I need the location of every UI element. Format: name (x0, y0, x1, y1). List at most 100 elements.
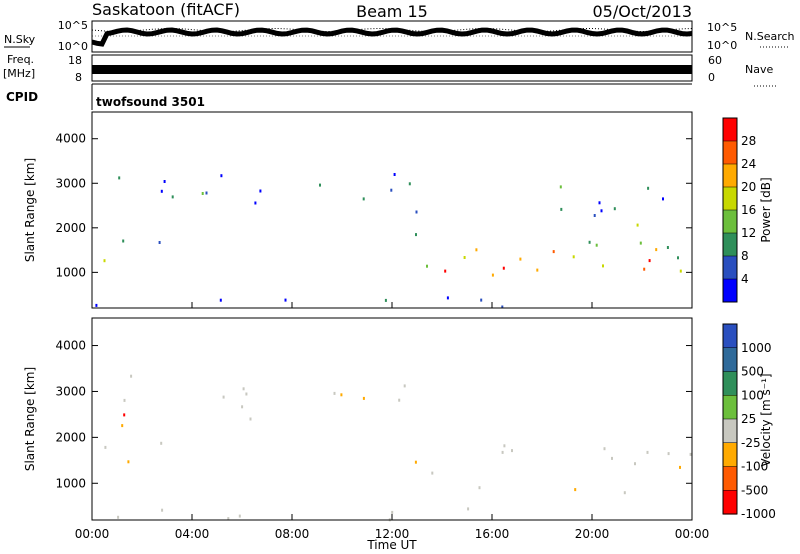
scatter-point (123, 413, 126, 417)
scatter-point (284, 298, 287, 302)
y-tick-label: 4000 (55, 339, 86, 353)
colorbar-segment (723, 279, 737, 303)
scatter-point (588, 240, 591, 244)
nave-tick-bottom: 0 (708, 71, 715, 84)
nsearch-trace (91, 28, 693, 33)
scatter-point (623, 491, 626, 495)
scatter-point (552, 250, 555, 254)
power-colorbar-label: Power [dB] (759, 177, 773, 242)
colorbar-tick-label: -25 (741, 436, 761, 450)
scatter-point (501, 450, 504, 454)
cpid-value: twofsound 3501 (96, 95, 205, 109)
colorbar-segment (723, 233, 737, 257)
scatter-point (158, 241, 161, 244)
y-tick-label: 1000 (55, 265, 86, 279)
colorbar-tick-label: 4 (741, 272, 749, 286)
scatter-point (593, 214, 596, 217)
scatter-point (104, 445, 107, 449)
velocity-panel: 1000 2000 3000 4000 00:00 04:00 08:00 12:00 16:… (23, 317, 776, 552)
colorbar-segment (723, 210, 737, 234)
colorbar-segment (723, 347, 737, 373)
scatter-point (655, 248, 658, 252)
scatter-point (254, 201, 257, 205)
power-y-axis-label: Slant Range [km] (23, 158, 37, 262)
scatter-point (446, 296, 449, 300)
colorbar-segment (723, 442, 737, 468)
nave-label: Nave (745, 63, 773, 76)
colorbar-segment (723, 419, 737, 444)
scatter-point (163, 180, 166, 183)
scatter-point (95, 303, 98, 307)
scatter-point (222, 395, 225, 399)
scatter-point (431, 471, 434, 475)
freq-tick-bottom: 8 (75, 71, 82, 84)
velocity-colorbar: 1000 500 100 25 -25 -100 -500 -1000 (722, 323, 776, 521)
scatter-point (201, 192, 204, 195)
scatter-point (475, 248, 478, 252)
power-panel: 1000 2000 3000 4000 Slant Range [km] 28 24 20… (23, 111, 773, 309)
scatter-point (643, 267, 646, 271)
scatter-point (414, 460, 417, 464)
nsearch-label: N.Search (745, 30, 795, 43)
colorbar-tick-label: 20 (741, 180, 756, 194)
scatter-point (679, 269, 682, 273)
noise-tick-top-right: 10^5 (707, 21, 737, 34)
x-axis-label: Time UT (366, 538, 417, 552)
noise-panel: N.Sky 10^5 10^0 10^5 10^0 N.Search (4, 19, 795, 53)
scatter-point (613, 207, 616, 211)
scatter-point (598, 201, 601, 205)
power-scatter (95, 173, 682, 309)
scatter-point (121, 424, 124, 428)
beam-title: Beam 15 (356, 2, 428, 21)
colorbar-tick-label: 25 (741, 412, 756, 426)
scatter-point (415, 210, 418, 214)
colorbar-tick-label: 16 (741, 203, 756, 217)
scatter-point (560, 207, 563, 211)
colorbar-tick-label: -1000 (741, 507, 776, 521)
scatter-point (679, 465, 681, 469)
scatter-point (519, 257, 522, 261)
scatter-point (127, 460, 130, 464)
scatter-point (118, 176, 121, 180)
scatter-point (249, 417, 252, 421)
scatter-point (463, 256, 466, 259)
velocity-y-axis-label: Slant Range [km] (23, 367, 37, 471)
x-tick-label: 20:00 (575, 527, 610, 541)
scatter-point (689, 452, 692, 456)
frequency-panel: Freq. [MHz] 18 8 60 0 Nave (3, 53, 776, 87)
scatter-point (391, 510, 394, 514)
scatter-point (227, 517, 230, 521)
noise-tick-bottom: 10^0 (58, 40, 88, 53)
colorbar-segment (723, 118, 737, 142)
colorbar-segment (723, 371, 737, 396)
scatter-point (242, 387, 245, 391)
scatter-point (536, 268, 539, 272)
y-tick-label: 3000 (55, 384, 86, 398)
scatter-point (205, 191, 208, 195)
colorbar-tick-label: 8 (741, 249, 749, 263)
colorbar-segment (723, 141, 737, 165)
noise-tick-top: 10^5 (58, 19, 88, 32)
scatter-point (238, 514, 241, 518)
scatter-point (677, 256, 679, 260)
x-tick-label: 00:00 (75, 527, 110, 541)
scatter-point (501, 305, 504, 309)
scatter-point (122, 239, 125, 243)
scatter-point (333, 391, 336, 395)
scatter-point (491, 273, 494, 277)
noise-tick-bottom-right: 10^0 (707, 39, 737, 52)
colorbar-segment (723, 256, 737, 280)
colorbar-segment (723, 187, 737, 211)
scatter-point (415, 233, 417, 237)
scatter-point (362, 197, 365, 201)
scatter-point (467, 507, 470, 511)
scatter-point (398, 398, 401, 402)
cpid-panel: CPID twofsound 3501 (6, 83, 692, 110)
scatter-point (511, 449, 513, 453)
scatter-point (595, 243, 598, 247)
colorbar-segment (723, 395, 737, 420)
cpid-label: CPID (6, 90, 38, 104)
x-tick-label: 12:00 (375, 527, 410, 541)
colorbar-segment (723, 164, 737, 188)
scatter-point (662, 197, 664, 201)
